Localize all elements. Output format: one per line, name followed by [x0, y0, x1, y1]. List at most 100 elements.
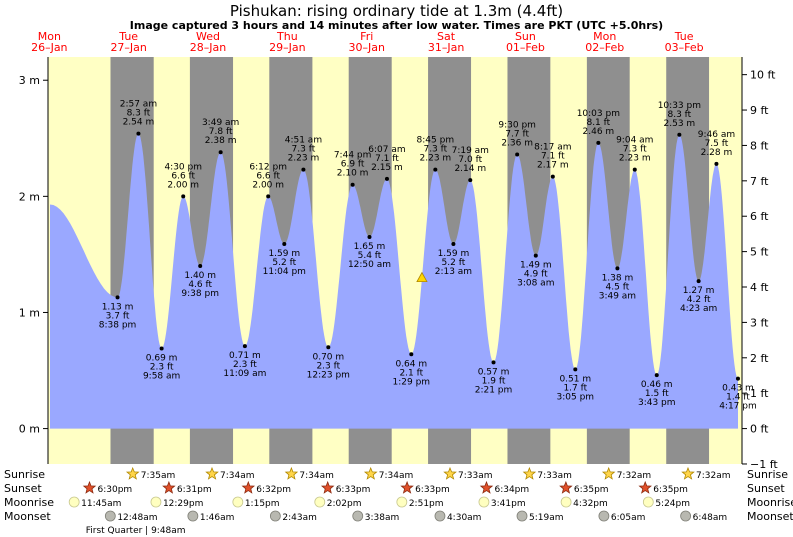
right-axis-tick-label: 5 ft [750, 246, 769, 259]
low-tide-ft-label: 1.5 ft [645, 389, 669, 399]
moonrise-icon [642, 496, 654, 508]
moonrise-icon [314, 496, 326, 508]
high-tide-m-label: 2.17 m [537, 161, 569, 171]
low-tide-ft-label: 2.1 ft [399, 368, 423, 378]
current-tide-marker [416, 271, 428, 283]
sunset-time: 6:35pm [574, 485, 609, 495]
low-tide-ft-label: 4.9 ft [524, 270, 548, 280]
high-tide-ft-label: 8.3 ft [667, 110, 691, 120]
low-tide-m-label: 1.59 m [438, 249, 470, 259]
high-tide-time-label: 8:17 am [534, 143, 571, 153]
day-header-name: Tue [674, 30, 694, 43]
low-tide-ft-label: 2.3 ft [233, 360, 257, 370]
low-tide-dot [533, 253, 538, 258]
moonset-time: 6:05am [611, 513, 646, 523]
moonrise-icon [396, 496, 408, 508]
left-axis-tick-label: 0 m [19, 423, 40, 436]
moonrise-time: 1:15pm [245, 499, 280, 509]
low-tide-time-label: 11:04 pm [263, 267, 306, 277]
low-tide-time-label: 3:43 pm [638, 398, 676, 408]
right-axis-tick-label: 3 ft [750, 316, 769, 329]
low-tide-time-label: 4:17 pm [719, 402, 757, 412]
high-tide-ft-label: 7.7 ft [505, 130, 529, 140]
high-tide-ft-label: 7.3 ft [423, 145, 447, 155]
right-axis-tick-label: 4 ft [750, 281, 769, 294]
high-tide-time-label: 10:33 pm [658, 101, 701, 111]
low-tide-m-label: 1.40 m [184, 271, 216, 281]
moonset-icon [434, 510, 446, 522]
moonset-time: 1:46am [200, 513, 235, 523]
right-axis-tick-label: −1 ft [750, 458, 778, 471]
sunset-icon [400, 480, 414, 494]
high-tide-dot [550, 174, 555, 179]
low-tide-dot [242, 344, 247, 349]
low-tide-ft-label: 2.3 ft [316, 361, 340, 371]
moonset-icon [269, 510, 281, 522]
day-header-name: Fri [360, 30, 373, 43]
day-header-date: 28–Jan [190, 41, 226, 54]
low-tide-dot [654, 373, 659, 378]
sunset-icon [479, 480, 494, 494]
moonrise-icon [150, 496, 162, 508]
sunset-time: 6:32pm [256, 485, 291, 495]
low-tide-time-label: 1:29 pm [393, 377, 431, 387]
low-tide-time-label: 2:21 pm [475, 385, 513, 395]
high-tide-dot [677, 132, 682, 137]
high-tide-ft-label: 8.1 ft [586, 118, 610, 128]
right-axis-tick-label: 2 ft [750, 352, 769, 365]
moonrise-time: 2:51pm [409, 499, 444, 509]
moonrise-icon [68, 496, 80, 508]
day-header-name: Tue [118, 30, 138, 43]
day-header-date: 29–Jan [269, 41, 305, 54]
low-tide-time-label: 3:08 am [517, 279, 554, 289]
moonset-time: 3:38am [365, 513, 400, 523]
low-tide-time-label: 3:05 pm [557, 392, 595, 402]
low-tide-ft-label: 5.2 ft [272, 258, 296, 268]
sunset-icon [82, 480, 97, 494]
low-tide-m-label: 0.71 m [229, 351, 261, 361]
sunrise-icon [681, 466, 695, 480]
high-tide-dot [714, 161, 719, 166]
sunrise-icon [443, 466, 457, 480]
low-tide-m-label: 1.38 m [602, 273, 634, 283]
moonrise-time: 5:24pm [655, 499, 690, 509]
low-tide-time-label: 8:38 pm [99, 320, 137, 330]
row-label-sunset-right: Sunset [747, 482, 785, 495]
high-tide-time-label: 4:30 pm [164, 162, 202, 172]
high-tide-dot [433, 167, 438, 172]
low-tide-m-label: 1.65 m [354, 242, 386, 252]
low-tide-m-label: 0.57 m [478, 367, 510, 377]
day-header-date: 27–Jan [110, 41, 146, 54]
high-tide-time-label: 3:49 am [202, 118, 239, 128]
high-tide-ft-label: 6.6 ft [171, 171, 195, 181]
low-tide-dot [615, 266, 620, 271]
high-tide-m-label: 2.10 m [337, 169, 369, 179]
low-tide-time-label: 4:23 am [680, 304, 717, 314]
high-tide-ft-label: 6.6 ft [256, 171, 280, 181]
moonrise-time: 11:45am [81, 499, 121, 509]
sunset-icon [559, 480, 573, 494]
moonset-time: 6:48am [693, 513, 728, 523]
low-tide-dot [282, 241, 287, 246]
sunrise-time: 7:33am [458, 471, 493, 481]
low-tide-m-label: 1.13 m [102, 302, 134, 312]
high-tide-m-label: 2.00 m [252, 180, 284, 190]
day-header-name: Mon [38, 30, 61, 43]
moonset-time: 2:43am [282, 513, 317, 523]
low-tide-time-label: 9:38 pm [181, 289, 219, 299]
day-header-name: Sun [515, 30, 536, 43]
sunset-time: 6:33pm [415, 485, 450, 495]
high-tide-time-label: 9:30 pm [498, 121, 536, 131]
high-tide-m-label: 2.38 m [205, 136, 237, 146]
sunset-time: 6:34pm [494, 485, 529, 495]
day-header-date: 30–Jan [348, 41, 384, 54]
sunset-icon [241, 480, 256, 494]
high-tide-m-label: 2.46 m [583, 127, 615, 137]
day-header-date: 03–Feb [665, 41, 704, 54]
high-tide-m-label: 2.15 m [371, 163, 403, 173]
high-tide-ft-label: 7.1 ft [375, 154, 399, 164]
high-tide-m-label: 2.14 m [454, 164, 486, 174]
right-axis-tick-label: 10 ft [750, 69, 776, 82]
